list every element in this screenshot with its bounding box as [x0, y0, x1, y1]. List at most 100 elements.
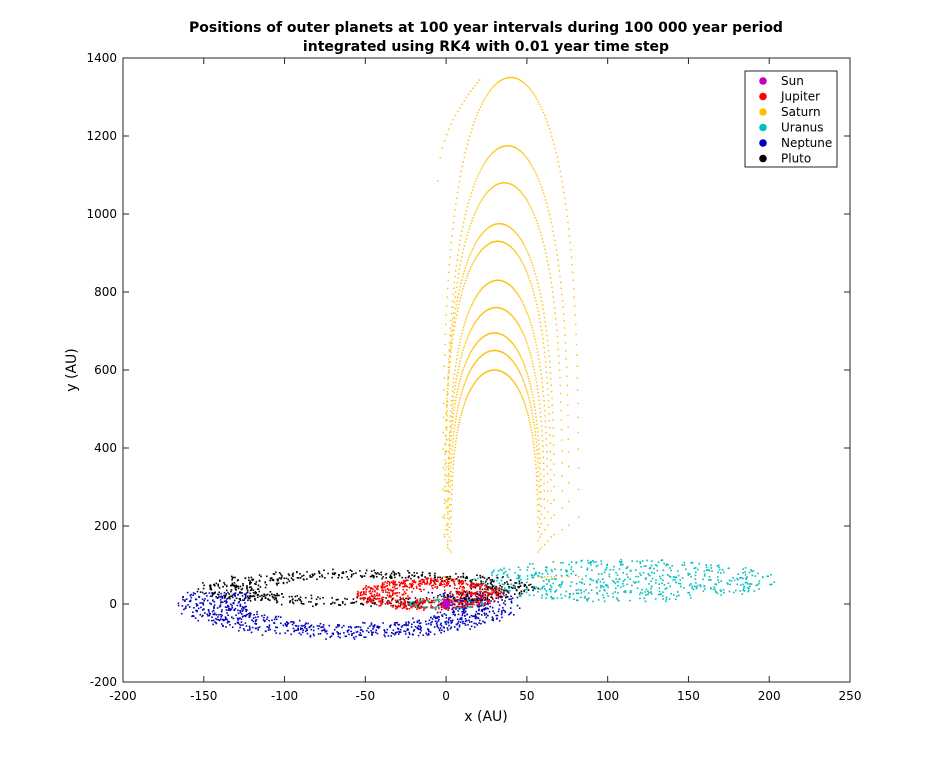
saturn-point — [450, 576, 452, 578]
saturn-point — [470, 387, 472, 390]
saturn-point — [553, 235, 555, 237]
neptune-point — [448, 619, 450, 621]
series-sun — [441, 599, 451, 609]
neptune-point — [371, 633, 373, 635]
saturn-point — [470, 90, 472, 92]
uranus-point — [596, 581, 598, 584]
saturn-point — [530, 324, 532, 326]
pluto-point — [351, 602, 354, 604]
neptune-point — [475, 622, 477, 625]
uranus-point — [742, 568, 744, 570]
saturn-point — [532, 437, 534, 440]
saturn-point — [536, 427, 539, 429]
saturn-point — [492, 241, 494, 243]
uranus-point — [708, 579, 710, 581]
uranus-point — [639, 593, 641, 596]
neptune-point — [451, 595, 453, 598]
jupiter-point — [434, 582, 436, 585]
saturn-point — [449, 452, 451, 455]
uranus-point — [486, 585, 488, 587]
pluto-point — [302, 603, 305, 605]
neptune-point — [495, 597, 497, 599]
neptune-point — [185, 605, 187, 608]
saturn-point — [448, 271, 450, 273]
jupiter-point — [381, 582, 384, 584]
neptune-point — [510, 601, 513, 604]
saturn-point — [538, 286, 540, 288]
jupiter-point — [491, 588, 494, 590]
neptune-point — [245, 592, 248, 594]
saturn-point — [508, 283, 510, 286]
saturn-point — [577, 416, 579, 419]
saturn-point — [575, 343, 578, 346]
uranus-point — [710, 587, 712, 589]
uranus-point — [745, 577, 748, 579]
neptune-point — [325, 630, 328, 632]
uranus-point — [749, 585, 751, 588]
saturn-point — [453, 456, 455, 459]
saturn-point — [459, 175, 461, 178]
uranus-point — [491, 574, 493, 576]
uranus-point — [653, 572, 656, 574]
uranus-point — [533, 574, 536, 577]
pluto-point — [296, 595, 299, 597]
saturn-point — [525, 371, 528, 373]
neptune-point — [464, 620, 467, 622]
saturn-point — [533, 368, 535, 371]
pluto-point — [476, 574, 478, 576]
jupiter-point — [416, 587, 418, 589]
saturn-point — [511, 286, 513, 288]
uranus-point — [570, 561, 573, 563]
neptune-point — [451, 608, 453, 611]
neptune-point — [237, 612, 240, 615]
neptune-point — [355, 635, 357, 638]
neptune-point — [310, 628, 313, 631]
pluto-point — [334, 572, 337, 575]
pluto-point — [265, 594, 267, 596]
jupiter-point — [391, 590, 394, 593]
jupiter-point — [492, 591, 495, 594]
neptune-point — [294, 624, 297, 627]
neptune-point — [389, 626, 391, 628]
saturn-point — [535, 467, 537, 469]
jupiter-point — [394, 583, 396, 585]
jupiter-point — [376, 594, 379, 597]
saturn-point — [547, 576, 549, 578]
saturn-point — [520, 260, 523, 262]
saturn-point — [452, 381, 455, 384]
saturn-point — [537, 475, 540, 477]
uranus-point — [618, 568, 621, 570]
pluto-point — [213, 583, 215, 586]
saturn-point — [499, 223, 502, 225]
saturn-point — [547, 124, 549, 126]
saturn-point — [454, 275, 456, 278]
neptune-point — [367, 627, 369, 629]
neptune-point — [195, 609, 197, 612]
x-tick-label: 150 — [677, 689, 700, 703]
neptune-point — [376, 626, 378, 628]
saturn-point — [492, 349, 495, 352]
saturn-point — [529, 383, 531, 385]
saturn-point — [542, 390, 544, 393]
saturn-point — [458, 421, 460, 424]
saturn-point — [456, 281, 458, 284]
saturn-point — [493, 224, 495, 226]
pluto-point — [249, 595, 251, 597]
neptune-point — [236, 621, 239, 624]
saturn-point — [504, 242, 507, 244]
neptune-point — [226, 622, 229, 624]
saturn-point — [464, 362, 467, 365]
saturn-point — [481, 287, 483, 290]
neptune-point — [286, 621, 289, 624]
pluto-point — [332, 601, 334, 604]
saturn-point — [514, 251, 516, 253]
saturn-point — [477, 378, 479, 380]
neptune-point — [438, 618, 440, 621]
uranus-point — [553, 578, 556, 580]
uranus-point — [636, 560, 638, 563]
uranus-point — [741, 593, 744, 595]
saturn-point — [458, 244, 461, 246]
legend-entry-neptune: Neptune — [759, 136, 832, 150]
saturn-point — [561, 293, 563, 296]
neptune-point — [324, 631, 327, 633]
